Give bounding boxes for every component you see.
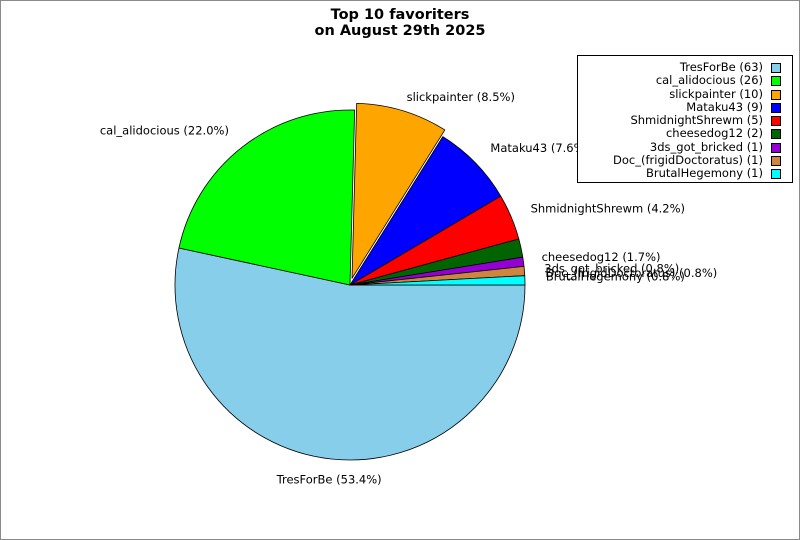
pie-label-cal-alidocious: cal_alidocious (22.0%) <box>100 123 229 137</box>
legend-swatch <box>771 89 781 100</box>
legend-label: cheesedog12 (2) <box>665 126 763 141</box>
chart-title-line-2: on August 29th 2025 <box>314 23 486 39</box>
pie-slice-slickpainter <box>351 102 446 279</box>
legend-item: BrutalHegemony (1) <box>578 167 792 180</box>
legend-item: Mataku43 (9) <box>578 99 792 114</box>
pie-slices <box>174 102 526 461</box>
pie-slice-brutalhegemony <box>349 275 526 286</box>
pie-label-tresforbe: TresForBe (53.4%) <box>276 472 382 486</box>
chart-legend: TresForBe (63) cal_alidocious (26) slickpa… <box>577 55 793 183</box>
legend-swatch <box>771 129 781 140</box>
pie-label-brutalhegemony: BrutalHegemony (0.8%) <box>546 269 685 283</box>
legend-item: slickpainter (10) <box>578 86 792 101</box>
legend-item: cheesedog12 (2) <box>578 127 792 140</box>
pie-labels: TresForBe (53.4%) cal_alidocious (22.0%) s… <box>100 90 717 487</box>
chart-title: Top 10 favoriters on August 29th 2025 <box>1 7 799 39</box>
legend-swatch <box>771 116 781 127</box>
legend-swatch <box>771 63 781 73</box>
pie-label-slickpainter: slickpainter (8.5%) <box>407 90 515 104</box>
pie-label-mataku43: Mataku43 (7.6%) <box>490 141 589 155</box>
pie-label-cheesedog12: cheesedog12 (1.7%) <box>542 250 661 264</box>
legend-item: TresForBe (63) <box>578 60 792 74</box>
pie-slice-tresforbe <box>174 247 526 461</box>
legend-label: BrutalHegemony (1) <box>645 166 763 181</box>
chart-title-line-1: Top 10 favoriters <box>330 7 470 23</box>
legend-label: Doc_(frigidDoctoratus) (1) <box>613 153 763 168</box>
legend-label: slickpainter (10) <box>669 86 763 101</box>
pie-label-3ds-got-bricked: 3ds_got_bricked (0.8%) <box>544 261 679 275</box>
legend-item: ShmidnightShrewm (5) <box>578 113 792 128</box>
legend-swatch <box>771 156 781 167</box>
legend-label: 3ds_got_bricked (1) <box>649 139 763 154</box>
legend-swatch <box>771 169 781 180</box>
pie-slice-cal-alidocious <box>178 109 356 286</box>
legend-item: Doc_(frigidDoctoratus) (1) <box>578 153 792 168</box>
legend-swatch <box>771 102 781 113</box>
legend-label: Mataku43 (9) <box>686 99 763 114</box>
legend-swatch <box>771 142 781 153</box>
legend-label: ShmidnightShrewm (5) <box>630 113 763 128</box>
legend-label: TresForBe (63) <box>679 60 763 74</box>
pie-label-doc-frigiddoctoratus-: Doc_(frigidDoctoratus) (0.8%) <box>545 266 717 280</box>
legend-swatch <box>771 76 781 87</box>
legend-item: cal_alidocious (26) <box>578 73 792 88</box>
legend-label: cal_alidocious (26) <box>655 73 763 88</box>
pie-label-shmidnightshrewm: ShmidnightShrewm (4.2%) <box>531 201 685 215</box>
legend-item: 3ds_got_bricked (1) <box>578 139 792 154</box>
